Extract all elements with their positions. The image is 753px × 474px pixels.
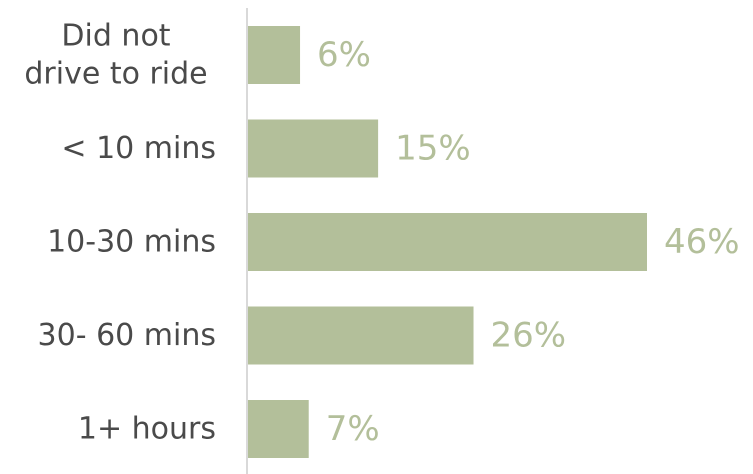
bar-2	[248, 213, 647, 271]
category-label-1: < 10 mins	[61, 131, 216, 166]
bars-group	[248, 26, 647, 458]
value-label-0: 6%	[317, 35, 371, 75]
value-labels-group: 6% 15% 46% 26% 7%	[317, 35, 740, 449]
category-label-3: 30- 60 mins	[38, 318, 216, 353]
bar-4	[248, 400, 309, 458]
bar-3	[248, 306, 474, 365]
category-label-2: 10-30 mins	[47, 225, 216, 260]
value-label-2: 46%	[664, 222, 740, 262]
category-label-0-line-0: Did not	[61, 19, 170, 54]
value-label-1: 15%	[395, 129, 471, 169]
category-label-0-line-1: drive to ride	[24, 57, 207, 92]
bar-1	[248, 119, 379, 178]
value-label-3: 26%	[491, 316, 567, 356]
bar-0	[248, 26, 301, 84]
category-label-4: 1+ hours	[78, 412, 216, 447]
value-label-4: 7%	[326, 409, 380, 449]
